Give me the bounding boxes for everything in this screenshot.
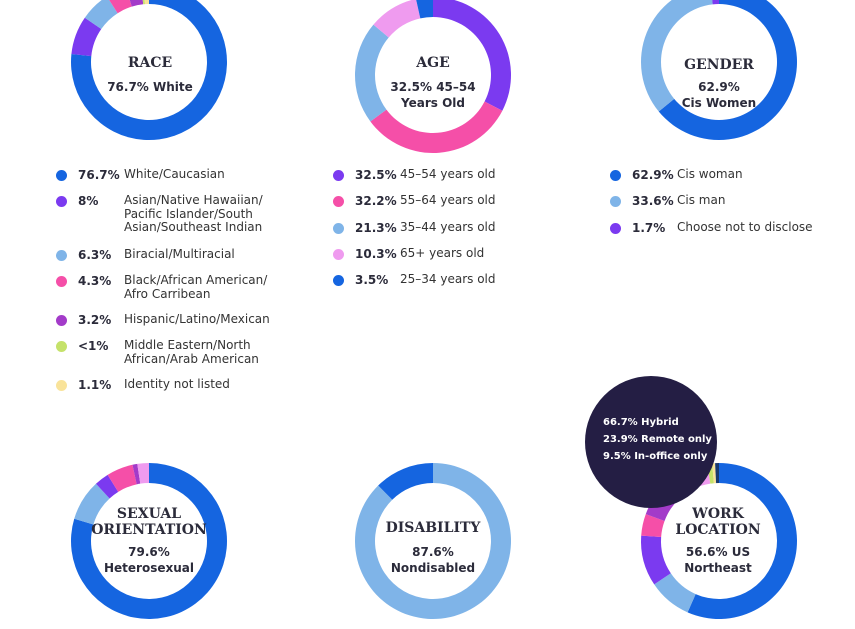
donut-slice [109, 0, 132, 14]
donut-slice [95, 474, 119, 499]
donut-slice [416, 0, 433, 19]
legend-pct: 21.3% [355, 221, 397, 235]
legend-label: 35–44 years old [400, 220, 496, 234]
donut-slice [71, 17, 102, 57]
legend-label: Choose not to disclose [677, 220, 813, 234]
legend-pct: 8% [78, 194, 99, 208]
donut-slice [378, 463, 433, 500]
legend-pct: 32.5% [355, 168, 397, 182]
legend-pct: 1.1% [78, 378, 112, 392]
legend-label: Biracial/Multiracial [124, 247, 235, 261]
legend-label: Identity not listed [124, 377, 230, 391]
donut-slice [373, 0, 421, 38]
sexual-donut-value-2: Heterosexual [104, 561, 194, 575]
donut-slice [712, 0, 719, 5]
legend-label: Asian/Native Hawaiian/Pacific Islander/S… [124, 193, 263, 234]
legend-dot [56, 276, 67, 287]
donut-slice [654, 573, 696, 613]
bubble-line-hybrid: 66.7% Hybrid [603, 417, 679, 428]
legend-pct: 33.6% [632, 194, 674, 208]
gender-donut-value-2: Cis Women [681, 96, 757, 110]
sexual-donut-title-1: SEXUAL [116, 506, 182, 522]
disability-donut-value-2: Nondisabled [390, 561, 476, 575]
legend-label: White/Caucasian [124, 167, 225, 181]
legend-dot [333, 249, 344, 260]
donut-slice [641, 0, 713, 112]
donut-slice [137, 463, 149, 484]
legend-pct: 6.3% [78, 248, 112, 262]
gender-donut-title: GENDER [684, 57, 754, 73]
legend-pct: 10.3% [355, 247, 397, 261]
donut-slice [641, 535, 671, 585]
disability-donut-title: DISABILITY [385, 520, 481, 536]
legend-pct: 3.5% [355, 273, 389, 287]
work-donut-title-1: WORK [692, 506, 744, 522]
legend-dot [56, 380, 67, 391]
donut-slice [107, 464, 137, 492]
donut-slice [71, 0, 227, 140]
donut-slice [641, 514, 665, 537]
donut-slice [144, 0, 149, 5]
disability-donut-value-1: 87.6% [412, 545, 454, 559]
age-donut-value-2: Years Old [401, 96, 465, 110]
legend-dot [56, 170, 67, 181]
donut-slice [712, 463, 717, 484]
legend-pct: 1.7% [632, 221, 666, 235]
sexual-donut-value-1: 79.6% [128, 545, 170, 559]
donut-slice [354, 24, 389, 122]
sexual-donut-title-2: ORIENTATION [91, 522, 207, 538]
legend-label: Black/African American/Afro Carribean [124, 273, 268, 301]
legend-pct: 76.7% [78, 168, 120, 182]
legend-dot [610, 196, 621, 207]
donut-slice [74, 483, 110, 525]
work-location-bubble [585, 376, 717, 508]
legend-label: Middle Eastern/North African/Arab America… [124, 338, 259, 366]
legend-label: 65+ years old [400, 246, 485, 260]
gender-donut-value-1: 62.9% [698, 80, 740, 94]
donut-slice [433, 0, 511, 111]
age-donut-title: AGE [416, 55, 450, 71]
bubble-line-inoffice: 9.5% In-office only [603, 451, 708, 462]
donut-slice [355, 463, 511, 620]
donut-slice [715, 463, 719, 484]
age-donut-value-1: 32.5% 45–54 [390, 80, 476, 94]
donut-slice [687, 463, 797, 619]
legend-label: 55–64 years old [400, 193, 496, 207]
donut-slice [142, 0, 145, 5]
legend-dot [333, 275, 344, 286]
donut-slice [84, 0, 118, 30]
legend-label: Cis man [677, 193, 726, 207]
legend-dot [56, 315, 67, 326]
donut-slice [132, 463, 141, 485]
bubble-line-remote: 23.9% Remote only [603, 434, 712, 445]
legend-pct: 3.2% [78, 313, 112, 327]
donut-slice [129, 0, 144, 7]
legend-pct: 32.2% [355, 194, 397, 208]
race-donut-title: RACE [127, 55, 173, 71]
legend-dot [56, 341, 67, 352]
work-donut-title-2: LOCATION [675, 522, 761, 538]
legend-dot [333, 196, 344, 207]
legend-label: Cis woman [677, 167, 743, 181]
race-donut-value: 76.7% White [107, 80, 193, 94]
legend-dot [56, 250, 67, 261]
legend-label: 25–34 years old [400, 272, 496, 286]
legend-dot [333, 170, 344, 181]
legend-pct: 4.3% [78, 274, 112, 288]
legend-dot [610, 223, 621, 234]
legend-dot [56, 196, 67, 207]
legend-pct: 62.9% [632, 168, 674, 182]
legend-pct: <1% [78, 339, 109, 353]
legend-label: Hispanic/Latino/Mexican [124, 312, 270, 326]
legend-label: 45–54 years old [400, 167, 496, 181]
work-donut-value-1: 56.6% US [685, 545, 751, 559]
donut-slice [658, 0, 797, 140]
legend-dot [610, 170, 621, 181]
legend-dot [333, 223, 344, 234]
work-donut-value-2: Northeast [684, 561, 752, 575]
donut-slice [370, 101, 503, 154]
